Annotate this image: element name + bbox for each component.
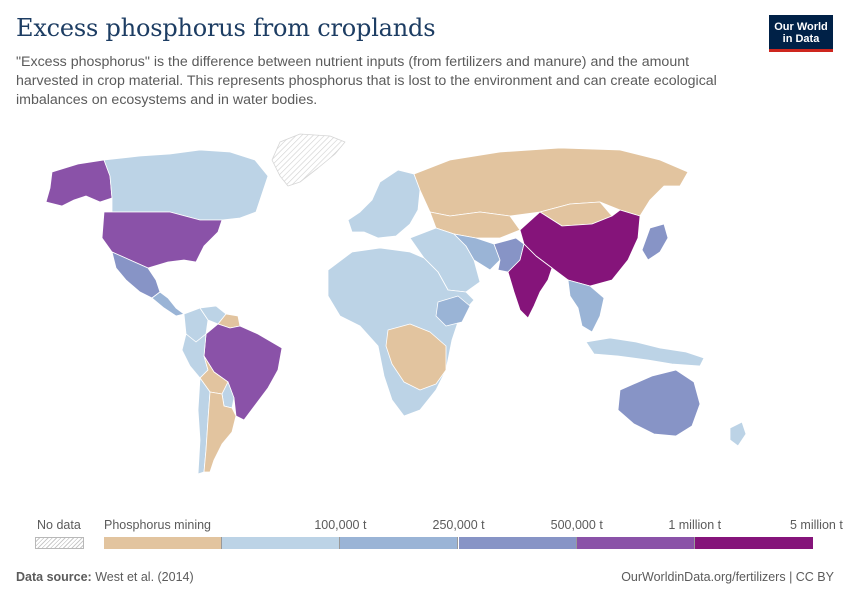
region-ethiopia[interactable] [435,295,471,327]
legend-label-5: 1 million t [668,518,722,532]
region-india[interactable] [507,243,553,319]
legend-bin-1[interactable] [222,537,341,549]
legend-bin-2[interactable] [340,537,459,549]
region-canada[interactable] [103,149,269,221]
region-europe[interactable] [347,169,421,239]
region-central-africa[interactable] [385,323,447,391]
region-southeast-asia[interactable] [567,279,605,333]
logo-line-2: in Data [782,33,820,45]
region-greenland[interactable] [271,133,346,187]
logo-line-1: Our World [774,21,828,33]
legend-bin-0[interactable] [104,537,223,549]
legend-label-0: Phosphorus mining [104,518,212,532]
source-text[interactable]: West et al. (2014) [95,570,194,584]
chart-title: Excess phosphorus from croplands [16,14,436,42]
legend-bin-5[interactable] [694,537,813,549]
region-indonesia[interactable] [585,337,705,367]
legend: No data Phosphorus mining 100,000 t 250,00… [0,514,850,554]
region-russia[interactable] [413,147,689,217]
region-central-america[interactable] [151,291,185,317]
region-japan[interactable] [641,223,669,261]
world-map-svg [45,133,747,475]
region-iran[interactable] [453,233,501,271]
region-australia[interactable] [617,369,701,437]
chart-subtitle: "Excess phosphorus" is the difference be… [16,54,717,108]
region-alaska[interactable] [45,159,113,207]
legend-label-6: 5 million t [790,518,843,532]
region-argentina[interactable] [203,391,237,473]
world-map [0,120,850,515]
legend-no-data-label: No data [37,518,81,532]
region-new-zealand[interactable] [729,421,747,447]
legend-no-data-swatch [35,537,84,549]
legend-label-2: 100,000 t [314,518,367,532]
owid-logo[interactable]: Our World in Data [769,15,833,52]
footer-source: Data source: West et al. (2014) [16,570,194,584]
legend-label-4: 500,000 t [550,518,603,532]
legend-bin-3[interactable] [458,537,577,549]
legend-label-3: 250,000 t [432,518,485,532]
footer-url[interactable]: OurWorldinData.org/fertilizers | CC BY [621,570,834,584]
source-label: Data source: [16,570,92,584]
legend-bin-4[interactable] [576,537,695,549]
